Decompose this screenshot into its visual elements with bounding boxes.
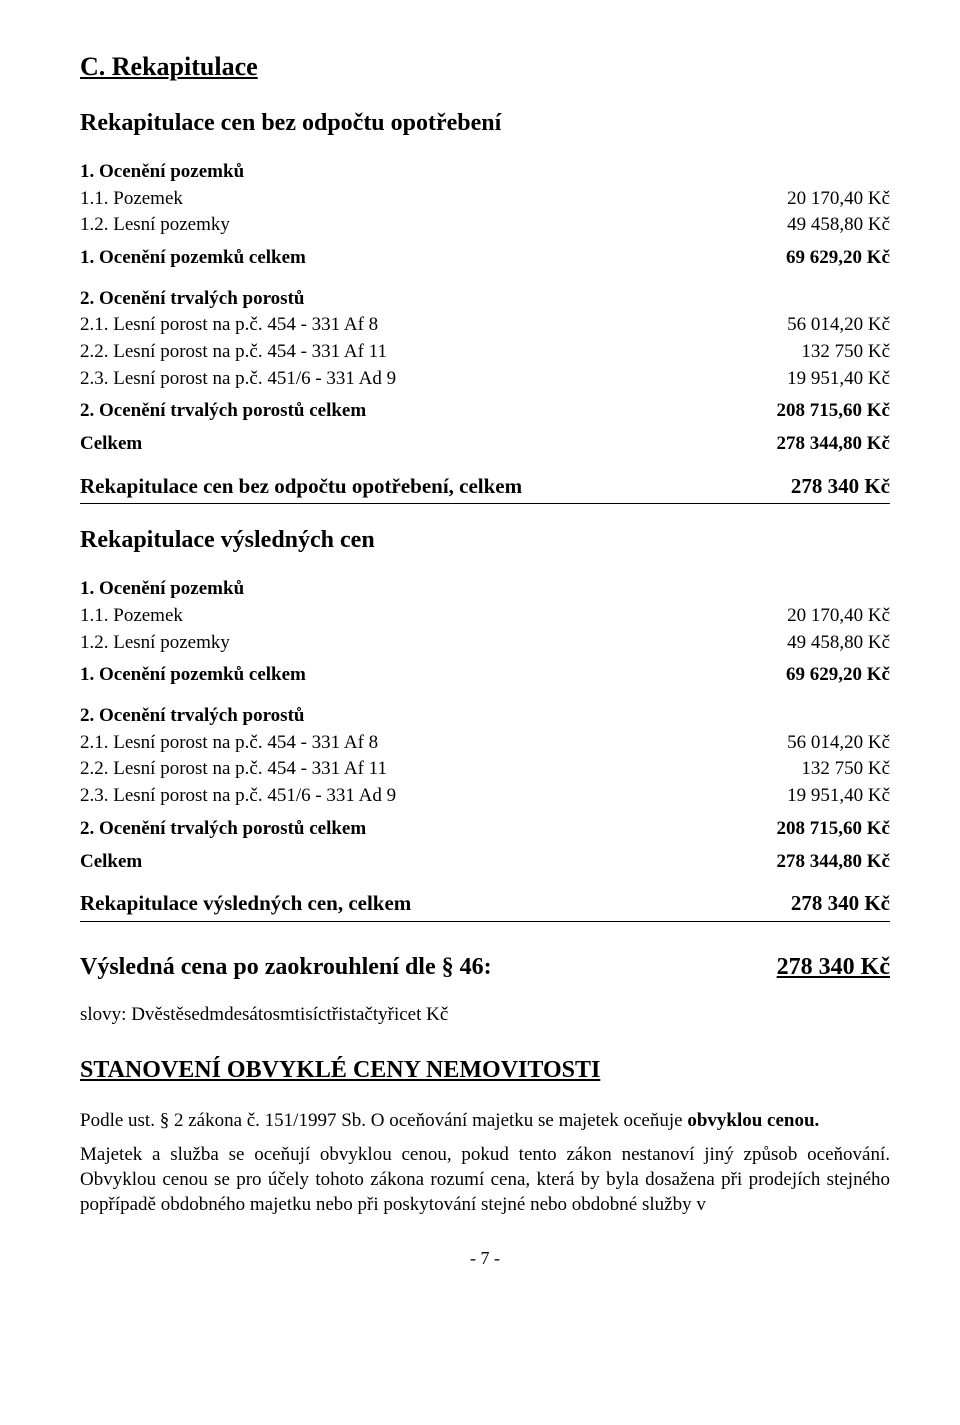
- section-1-title: 1. Ocenění pozemků: [80, 160, 890, 185]
- row-1-1b-value: 20 170,40 Kč: [767, 604, 890, 629]
- celkem-b-label: Celkem: [80, 850, 757, 875]
- page-number: - 7 -: [80, 1247, 890, 1270]
- row-2-1-label: 2.1. Lesní porost na p.č. 454 - 331 Af 8: [80, 313, 767, 338]
- row-2-1-value: 56 014,20 Kč: [767, 313, 890, 338]
- row-1-2b-label: 1.2. Lesní pozemky: [80, 631, 767, 656]
- sum-1-label: 1. Ocenění pozemků celkem: [80, 246, 766, 271]
- section-2b-title: 2. Ocenění trvalých porostů: [80, 704, 890, 729]
- final-price-value: 278 340 Kč: [777, 952, 890, 983]
- slovy-text: slovy: Dvěstěsedmdesátosmtisíctřistačtyř…: [80, 1003, 890, 1028]
- para1-strong: obvyklou cenou.: [687, 1110, 819, 1131]
- celkem-value: 278 344,80 Kč: [757, 432, 890, 457]
- heading-rekap-vyslednych: Rekapitulace výsledných cen: [80, 525, 890, 556]
- row-2-2-value: 132 750 Kč: [781, 340, 890, 365]
- row-2-2b-label: 2.2. Lesní porost na p.č. 454 - 331 Af 1…: [80, 757, 781, 782]
- row-1-1-value: 20 170,40 Kč: [767, 187, 890, 212]
- sum-1b-value: 69 629,20 Kč: [766, 663, 890, 688]
- row-1-1b-label: 1.1. Pozemek: [80, 604, 767, 629]
- row-2-1b-value: 56 014,20 Kč: [767, 731, 890, 756]
- total-bez-odpoctu-value: 278 340 Kč: [771, 473, 890, 500]
- row-2-2-label: 2.2. Lesní porost na p.č. 454 - 331 Af 1…: [80, 340, 781, 365]
- row-2-3-label: 2.3. Lesní porost na p.č. 451/6 - 331 Ad…: [80, 367, 767, 392]
- row-2-3b-value: 19 951,40 Kč: [767, 784, 890, 809]
- row-2-2b-value: 132 750 Kč: [781, 757, 890, 782]
- paragraph-1: Podle ust. § 2 zákona č. 151/1997 Sb. O …: [80, 1109, 890, 1134]
- row-1-2-value: 49 458,80 Kč: [767, 213, 890, 238]
- sum-2b-label: 2. Ocenění trvalých porostů celkem: [80, 817, 757, 842]
- row-1-2-label: 1.2. Lesní pozemky: [80, 213, 767, 238]
- section-2-title: 2. Ocenění trvalých porostů: [80, 287, 890, 312]
- section-1b-title: 1. Ocenění pozemků: [80, 577, 890, 602]
- sum-1b-label: 1. Ocenění pozemků celkem: [80, 663, 766, 688]
- final-price-label: Výsledná cena po zaokrouhlení dle § 46:: [80, 952, 492, 983]
- row-2-3-value: 19 951,40 Kč: [767, 367, 890, 392]
- total-vyslednych-value: 278 340 Kč: [771, 890, 890, 917]
- heading-c-rekapitulace: C. Rekapitulace: [80, 50, 890, 84]
- heading-rekap-bez-odpoctu: Rekapitulace cen bez odpočtu opotřebení: [80, 108, 890, 139]
- heading-stanoveni: STANOVENÍ OBVYKLÉ CENY NEMOVITOSTI: [80, 1055, 890, 1086]
- sum-1-value: 69 629,20 Kč: [766, 246, 890, 271]
- total-bez-odpoctu-label: Rekapitulace cen bez odpočtu opotřebení,…: [80, 473, 771, 500]
- paragraph-2: Majetek a služba se oceňují obvyklou cen…: [80, 1143, 890, 1217]
- row-1-2b-value: 49 458,80 Kč: [767, 631, 890, 656]
- para1-prefix: Podle ust. § 2 zákona č. 151/1997 Sb. O …: [80, 1110, 687, 1131]
- sum-2b-value: 208 715,60 Kč: [757, 817, 890, 842]
- celkem-label: Celkem: [80, 432, 757, 457]
- celkem-b-value: 278 344,80 Kč: [757, 850, 890, 875]
- sum-2-value: 208 715,60 Kč: [757, 399, 890, 424]
- row-1-1-label: 1.1. Pozemek: [80, 187, 767, 212]
- row-2-1b-label: 2.1. Lesní porost na p.č. 454 - 331 Af 8: [80, 731, 767, 756]
- row-2-3b-label: 2.3. Lesní porost na p.č. 451/6 - 331 Ad…: [80, 784, 767, 809]
- sum-2-label: 2. Ocenění trvalých porostů celkem: [80, 399, 757, 424]
- total-vyslednych-label: Rekapitulace výsledných cen, celkem: [80, 890, 771, 917]
